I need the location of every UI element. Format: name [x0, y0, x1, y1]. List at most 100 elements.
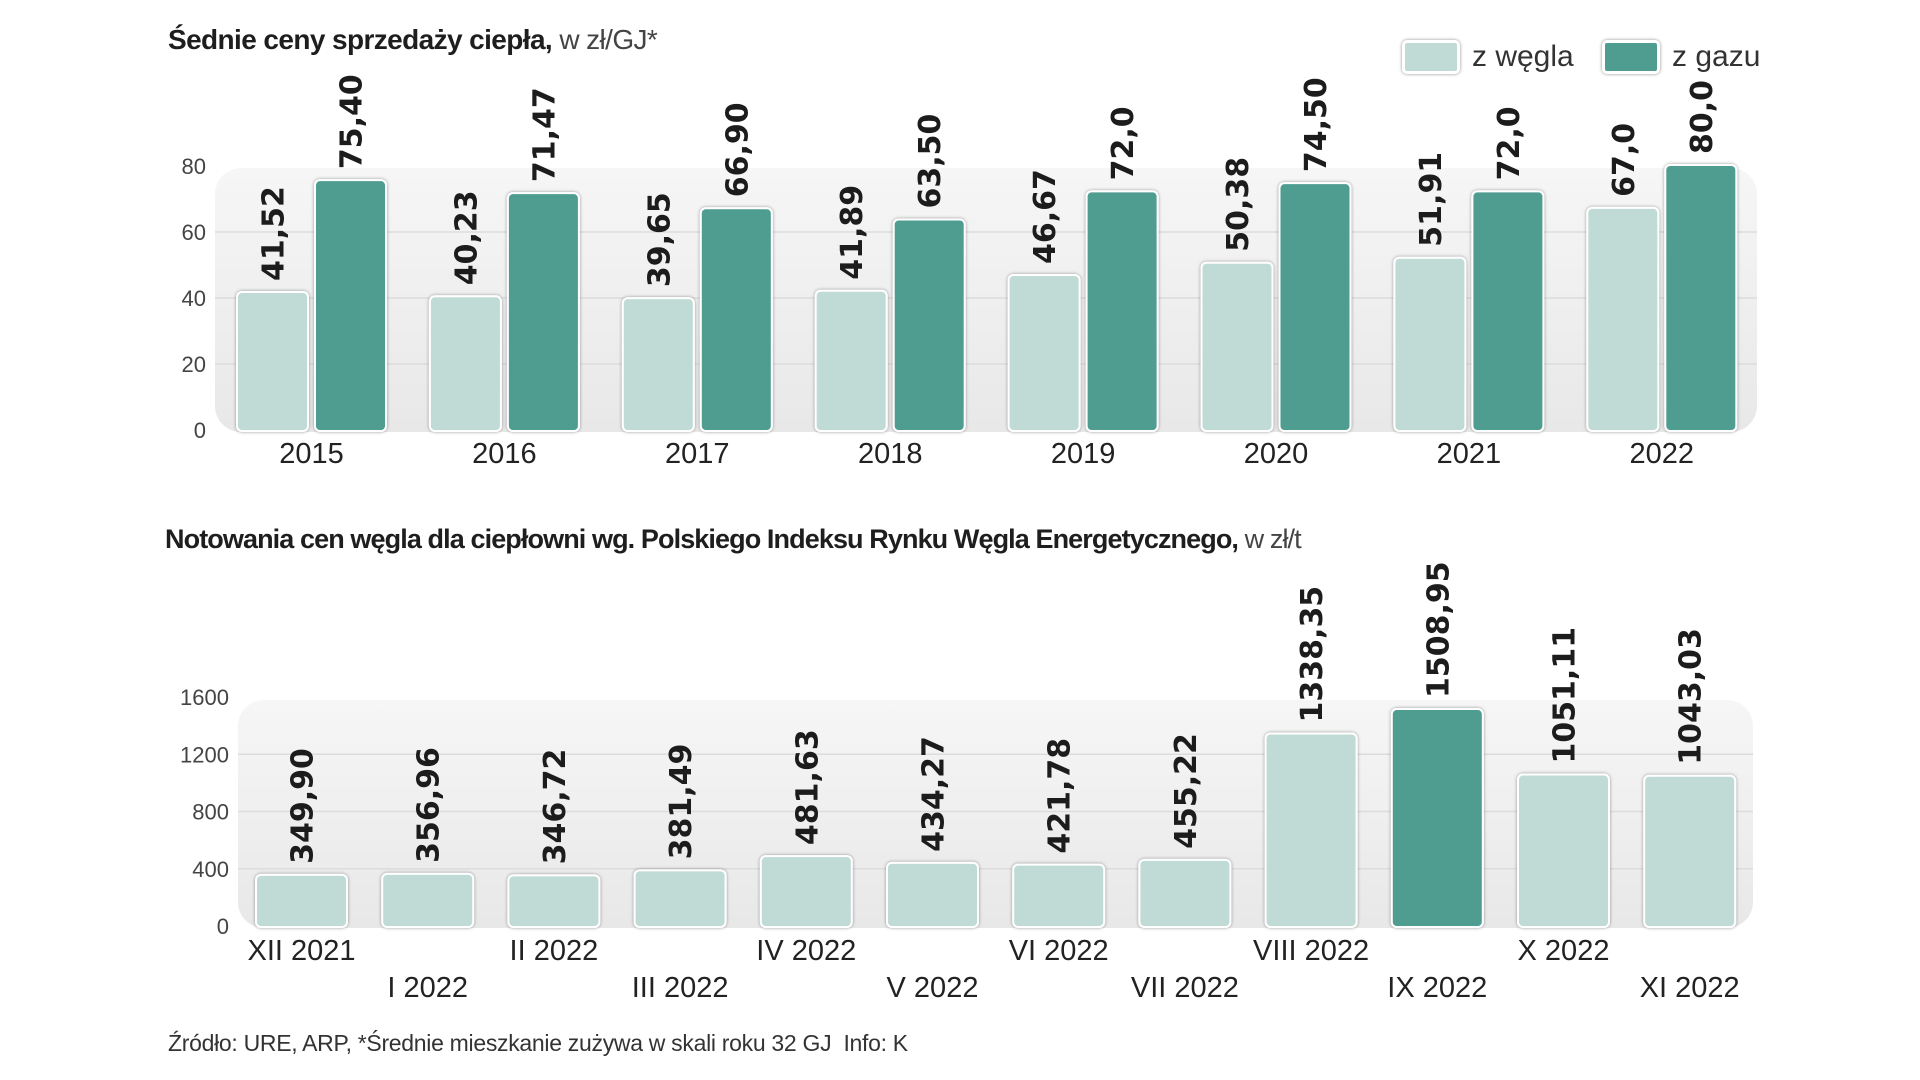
- y-tick-label: 20: [182, 352, 206, 377]
- legend-swatch-coal: [1402, 40, 1460, 74]
- chart-title-unit: w zł/GJ*: [559, 24, 658, 55]
- data-label: 51,91: [1414, 152, 1449, 247]
- bar-highlight: [1392, 710, 1482, 926]
- y-tick-label: 0: [194, 418, 206, 443]
- x-tick-label: 2020: [1244, 438, 1309, 470]
- bar-coal-price: [1014, 865, 1104, 926]
- x-tick-label: 2022: [1630, 438, 1695, 470]
- bar-coal: [623, 299, 693, 430]
- data-label: 39,65: [642, 192, 677, 287]
- x-tick-label: VIII 2022: [1253, 935, 1369, 967]
- data-label: 1338,35: [1295, 586, 1330, 723]
- y-tick-label: 80: [182, 154, 206, 179]
- y-tick-label: 0: [217, 914, 229, 939]
- x-tick-label: VII 2022: [1131, 972, 1239, 1004]
- data-label: 50,38: [1221, 157, 1256, 252]
- chart-title-main: Notowania cen węgla dla ciepłowni wg. Po…: [165, 524, 1239, 554]
- legend-label-coal: z węgla: [1472, 40, 1574, 73]
- y-tick-label: 1200: [180, 742, 229, 767]
- x-tick-label: 2015: [279, 438, 344, 470]
- x-tick-label: II 2022: [510, 935, 599, 967]
- x-tick-label: 2021: [1437, 438, 1502, 470]
- x-tick-label: 2019: [1051, 438, 1116, 470]
- x-tick-label: VI 2022: [1009, 935, 1109, 967]
- x-tick-label: XI 2022: [1640, 972, 1740, 1004]
- legend-item-gas: z gazu: [1602, 40, 1760, 74]
- bar-gas: [508, 194, 578, 430]
- bar-gas: [1280, 184, 1350, 430]
- data-label: 80,0: [1685, 80, 1720, 154]
- heat-price-chart: 0 20 40 60 80 41,52 75,40 2015 40,23 71,47 2016 39,…: [182, 74, 1757, 470]
- x-tick-label: XII 2021: [247, 935, 355, 967]
- data-label: 72,0: [1492, 106, 1527, 180]
- bar-coal-price: [1140, 860, 1230, 926]
- bar-gas: [1087, 192, 1157, 430]
- y-tick-label: 400: [192, 857, 229, 882]
- data-label: 455,22: [1169, 733, 1204, 849]
- bar-gas: [316, 181, 385, 430]
- x-tick-label: IX 2022: [1387, 972, 1487, 1004]
- bar-coal-price: [635, 871, 725, 926]
- data-label: 481,63: [790, 729, 825, 845]
- data-label: 41,52: [257, 186, 292, 281]
- data-label: 46,67: [1028, 169, 1063, 264]
- data-label: 66,90: [720, 102, 755, 197]
- chart-title-heat-prices: Śednie ceny sprzedaży ciepła, w zł/GJ*: [168, 24, 658, 56]
- data-label: 67,0: [1607, 123, 1642, 197]
- y-tick-label: 40: [182, 286, 206, 311]
- chart-title-main: Śednie ceny sprzedaży ciepła,: [168, 24, 553, 55]
- chart-title-coal-index: Notowania cen węgla dla ciepłowni wg. Po…: [165, 524, 1302, 555]
- x-tick-label: 2018: [858, 438, 923, 470]
- y-tick-label: 1600: [180, 685, 229, 710]
- x-tick-label: IV 2022: [756, 935, 856, 967]
- bar-gas: [701, 209, 771, 430]
- x-tick-label: 2016: [472, 438, 537, 470]
- x-tick-label: X 2022: [1518, 935, 1610, 967]
- data-label: 1508,95: [1421, 561, 1456, 698]
- legend-swatch-gas: [1602, 40, 1660, 74]
- data-label: 356,96: [412, 747, 447, 863]
- bar-gas: [1666, 166, 1736, 430]
- bar-coal-price: [888, 863, 977, 926]
- data-label: 63,50: [913, 114, 948, 209]
- coal-index-chart: 0 400 800 1200 1600 349,90 XII 2021 356,96 I 202…: [180, 561, 1753, 1004]
- bar-coal: [1202, 263, 1272, 430]
- data-label: 434,27: [917, 736, 952, 852]
- bar-coal-price: [1519, 775, 1608, 926]
- bar-gas: [1473, 192, 1543, 430]
- bar-coal-price: [383, 874, 473, 926]
- bar-coal-price: [1645, 776, 1735, 926]
- y-tick-label: 800: [192, 800, 229, 825]
- bar-coal-price: [257, 875, 346, 926]
- bar-coal-price: [509, 876, 599, 926]
- bar-coal: [430, 297, 500, 430]
- data-label: 1051,11: [1548, 627, 1583, 764]
- x-tick-label: III 2022: [632, 972, 729, 1004]
- bar-coal: [816, 291, 886, 430]
- data-label: 71,47: [527, 87, 562, 182]
- data-label: 1043,03: [1674, 628, 1709, 765]
- y-tick-label: 60: [182, 220, 206, 245]
- data-label: 421,78: [1043, 738, 1078, 854]
- data-label: 40,23: [449, 190, 484, 285]
- x-tick-label: I 2022: [387, 972, 468, 1004]
- bar-coal-price: [1266, 734, 1356, 926]
- legend-label-gas: z gazu: [1672, 40, 1761, 73]
- chart-title-unit: w zł/t: [1244, 524, 1302, 554]
- bar-gas: [894, 220, 964, 430]
- source-footnote: Źródło: URE, ARP, *Średnie mieszkanie zu…: [168, 1030, 908, 1056]
- plot-area: [238, 700, 1753, 928]
- data-label: 346,72: [538, 749, 573, 865]
- legend-item-coal: z węgla: [1402, 40, 1574, 74]
- data-label: 381,49: [664, 744, 699, 860]
- bar-coal: [1395, 258, 1465, 430]
- bar-coal: [238, 292, 307, 430]
- bar-coal: [1588, 208, 1658, 430]
- x-tick-label: 2017: [665, 438, 730, 470]
- bar-coal: [1009, 275, 1079, 430]
- data-label: 72,0: [1106, 106, 1141, 180]
- data-label: 75,40: [335, 74, 370, 169]
- data-label: 349,90: [286, 748, 321, 864]
- data-label: 74,50: [1299, 77, 1334, 172]
